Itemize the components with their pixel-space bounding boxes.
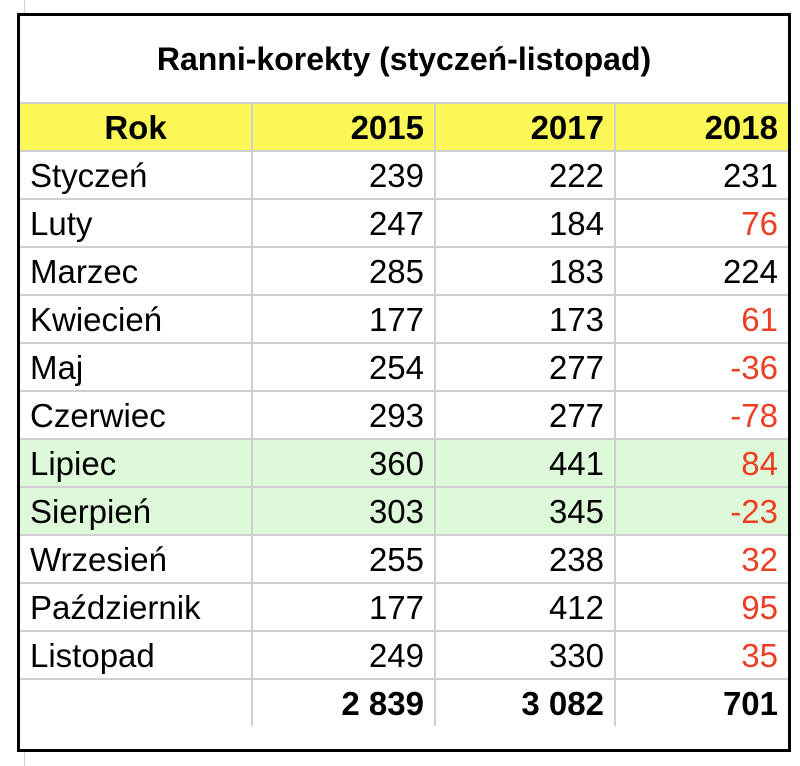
- value-2017-cell[interactable]: 184: [434, 198, 616, 248]
- table-row: Listopad 249 330 35: [20, 630, 788, 680]
- month-cell[interactable]: Maj: [20, 342, 253, 392]
- table-row: Lipiec 360 441 84: [20, 438, 788, 488]
- total-2015-cell[interactable]: 2 839: [251, 678, 436, 726]
- table-row: Kwiecień 177 173 61: [20, 294, 788, 344]
- totals-row: 2 839 3 082 701: [20, 678, 788, 726]
- data-table-frame: Ranni-korekty (styczeń-listopad) Rok 201…: [17, 13, 791, 752]
- value-2015-cell[interactable]: 249: [251, 630, 436, 680]
- title-row: Ranni-korekty (styczeń-listopad): [20, 16, 788, 104]
- value-2017-cell[interactable]: 238: [434, 534, 616, 584]
- value-2018-cell[interactable]: 224: [614, 246, 788, 296]
- value-2017-cell[interactable]: 277: [434, 390, 616, 440]
- header-cell-2015[interactable]: 2015: [251, 102, 436, 152]
- value-2018-cell[interactable]: -78: [614, 390, 788, 440]
- table-row: Październik 177 412 95: [20, 582, 788, 632]
- month-cell[interactable]: Październik: [20, 582, 253, 632]
- header-cell-rok[interactable]: Rok: [20, 102, 253, 152]
- value-2017-cell[interactable]: 277: [434, 342, 616, 392]
- totals-label-cell[interactable]: [20, 678, 253, 726]
- month-cell[interactable]: Czerwiec: [20, 390, 253, 440]
- value-2018-cell[interactable]: 231: [614, 150, 788, 200]
- value-2018-cell[interactable]: 84: [614, 438, 788, 488]
- table-row: Wrzesień 255 238 32: [20, 534, 788, 584]
- value-2017-cell[interactable]: 330: [434, 630, 616, 680]
- value-2015-cell[interactable]: 177: [251, 294, 436, 344]
- value-2015-cell[interactable]: 293: [251, 390, 436, 440]
- value-2015-cell[interactable]: 247: [251, 198, 436, 248]
- value-2017-cell[interactable]: 173: [434, 294, 616, 344]
- value-2018-cell[interactable]: -36: [614, 342, 788, 392]
- value-2015-cell[interactable]: 239: [251, 150, 436, 200]
- table-row: Luty 247 184 76: [20, 198, 788, 248]
- table-row: Styczeń 239 222 231: [20, 150, 788, 200]
- total-2017-cell[interactable]: 3 082: [434, 678, 616, 726]
- value-2018-cell[interactable]: -23: [614, 486, 788, 536]
- value-2015-cell[interactable]: 360: [251, 438, 436, 488]
- value-2015-cell[interactable]: 303: [251, 486, 436, 536]
- month-cell[interactable]: Sierpień: [20, 486, 253, 536]
- table-row: Maj 254 277 -36: [20, 342, 788, 392]
- month-cell[interactable]: Lipiec: [20, 438, 253, 488]
- value-2015-cell[interactable]: 255: [251, 534, 436, 584]
- value-2015-cell[interactable]: 254: [251, 342, 436, 392]
- value-2017-cell[interactable]: 183: [434, 246, 616, 296]
- value-2018-cell[interactable]: 32: [614, 534, 788, 584]
- value-2017-cell[interactable]: 441: [434, 438, 616, 488]
- value-2017-cell[interactable]: 345: [434, 486, 616, 536]
- header-cell-2017[interactable]: 2017: [434, 102, 616, 152]
- month-cell[interactable]: Wrzesień: [20, 534, 253, 584]
- header-cell-2018[interactable]: 2018: [614, 102, 788, 152]
- value-2018-cell[interactable]: 95: [614, 582, 788, 632]
- month-cell[interactable]: Styczeń: [20, 150, 253, 200]
- table-row: Sierpień 303 345 -23: [20, 486, 788, 536]
- month-cell[interactable]: Kwiecień: [20, 294, 253, 344]
- month-cell[interactable]: Marzec: [20, 246, 253, 296]
- value-2017-cell[interactable]: 412: [434, 582, 616, 632]
- value-2015-cell[interactable]: 285: [251, 246, 436, 296]
- value-2017-cell[interactable]: 222: [434, 150, 616, 200]
- table-row: Marzec 285 183 224: [20, 246, 788, 296]
- total-2018-cell[interactable]: 701: [614, 678, 788, 726]
- table-title[interactable]: Ranni-korekty (styczeń-listopad): [20, 16, 788, 104]
- table-row: Czerwiec 293 277 -78: [20, 390, 788, 440]
- value-2018-cell[interactable]: 61: [614, 294, 788, 344]
- value-2015-cell[interactable]: 177: [251, 582, 436, 632]
- header-row: Rok 2015 2017 2018: [20, 102, 788, 152]
- value-2018-cell[interactable]: 76: [614, 198, 788, 248]
- month-cell[interactable]: Luty: [20, 198, 253, 248]
- value-2018-cell[interactable]: 35: [614, 630, 788, 680]
- data-table: Ranni-korekty (styczeń-listopad) Rok 201…: [20, 16, 788, 726]
- month-cell[interactable]: Listopad: [20, 630, 253, 680]
